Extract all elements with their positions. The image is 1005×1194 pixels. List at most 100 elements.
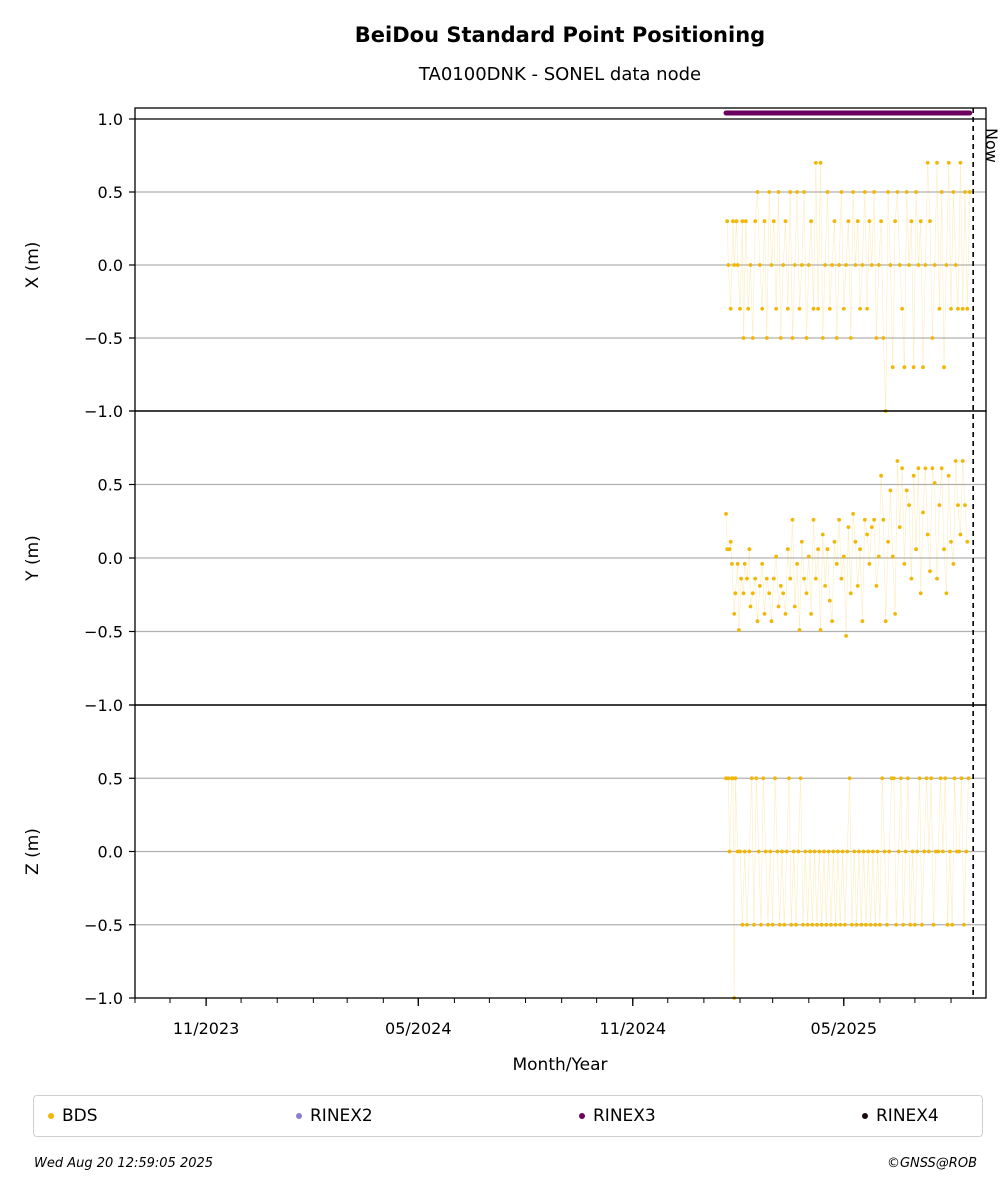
data-point [824,922,829,927]
data-point [816,306,820,311]
data-point [874,336,879,340]
data-point [953,459,958,463]
legend-label-rinex2: RINEX2 [310,1106,373,1126]
data-point [851,190,855,194]
data-point [812,849,817,854]
data-point [859,922,864,927]
data-point [861,849,866,854]
data-point [768,849,773,854]
data-point [902,562,907,566]
y-tick-label: −1.0 [84,989,123,1008]
chart-subtitle: TA0100DNK - SONEL data node [418,64,701,85]
data-point [827,306,832,311]
data-point [960,459,965,463]
data-point [959,776,964,781]
data-point [774,306,779,311]
data-point [762,612,767,616]
data-point [949,539,953,544]
chart-title: BeiDou Standard Point Positioning [355,23,765,47]
data-point [818,160,823,165]
data-point [895,459,900,463]
y-tick-label: −1.0 [84,402,123,421]
data-point [918,219,923,224]
data-point [888,488,893,493]
data-point [953,263,958,267]
data-point [966,776,971,781]
data-point [942,547,946,552]
data-point [839,576,844,581]
legend-item-rinex4: RINEX4 [862,1096,939,1136]
data-point [755,190,760,194]
data-point [738,306,742,311]
data-point [946,473,951,478]
data-point [860,263,865,267]
data-point [944,591,949,596]
data-point [925,160,930,165]
data-point [914,547,918,552]
data-point [756,849,761,854]
data-point [909,219,914,224]
data-point [841,306,846,311]
data-point [845,849,850,854]
data-point [899,776,903,781]
data-point [827,598,832,603]
data-point [804,591,809,596]
y-tick-label: 1.0 [98,110,123,129]
generated-timestamp: Wed Aug 20 12:59:05 2025 [34,1156,214,1171]
data-point [831,849,836,854]
data-point [872,517,876,522]
data-point [825,547,830,552]
data-point [930,466,935,471]
data-point [826,849,831,854]
data-point [808,849,812,854]
y-tick-label: −1.0 [84,696,123,715]
y-tick-label: 0.5 [98,769,123,788]
data-point [916,466,921,471]
data-point [770,922,775,927]
data-point [965,306,970,311]
data-point [823,584,827,588]
data-point [925,532,930,537]
data-point [760,306,765,311]
data-point [813,576,818,581]
data-point [750,591,755,596]
data-point [879,473,883,478]
data-point [746,306,751,311]
data-point [869,525,874,529]
data-point [732,263,737,267]
legend-item-rinex2: RINEX2 [296,1096,373,1136]
data-point [907,263,911,267]
data-point [782,922,787,927]
data-point [862,190,867,194]
data-point [806,263,811,267]
data-point [869,263,874,267]
data-point [956,503,960,507]
data-point [735,263,740,267]
data-point [730,562,734,566]
panel-2: 0.5 0.0 −0.5 −1.0 Y (m) [23,410,987,715]
data-point [881,517,886,522]
data-point [938,776,943,781]
data-point [797,306,802,311]
data-point [767,190,772,194]
data-point [908,922,913,927]
data-point [785,306,790,311]
data-point [741,336,746,340]
data-point [881,336,886,340]
panel-3: 0.5 0.0 −0.5 −1.0 Z (m) [23,704,987,1008]
data-point [811,517,816,522]
y-tick-label: 0.5 [98,183,123,202]
data-point [867,219,872,224]
data-point [921,365,925,370]
y-tick-label: −0.5 [84,329,123,348]
data-point [742,849,747,854]
data-point [886,539,890,544]
data-point [852,849,857,854]
panel-frame [134,107,987,412]
data-point [868,922,873,927]
x-tick-label: 11/2023 [173,1019,239,1038]
series-line [725,460,968,636]
data-point [792,604,797,609]
data-point [901,922,906,927]
data-point [917,776,922,781]
